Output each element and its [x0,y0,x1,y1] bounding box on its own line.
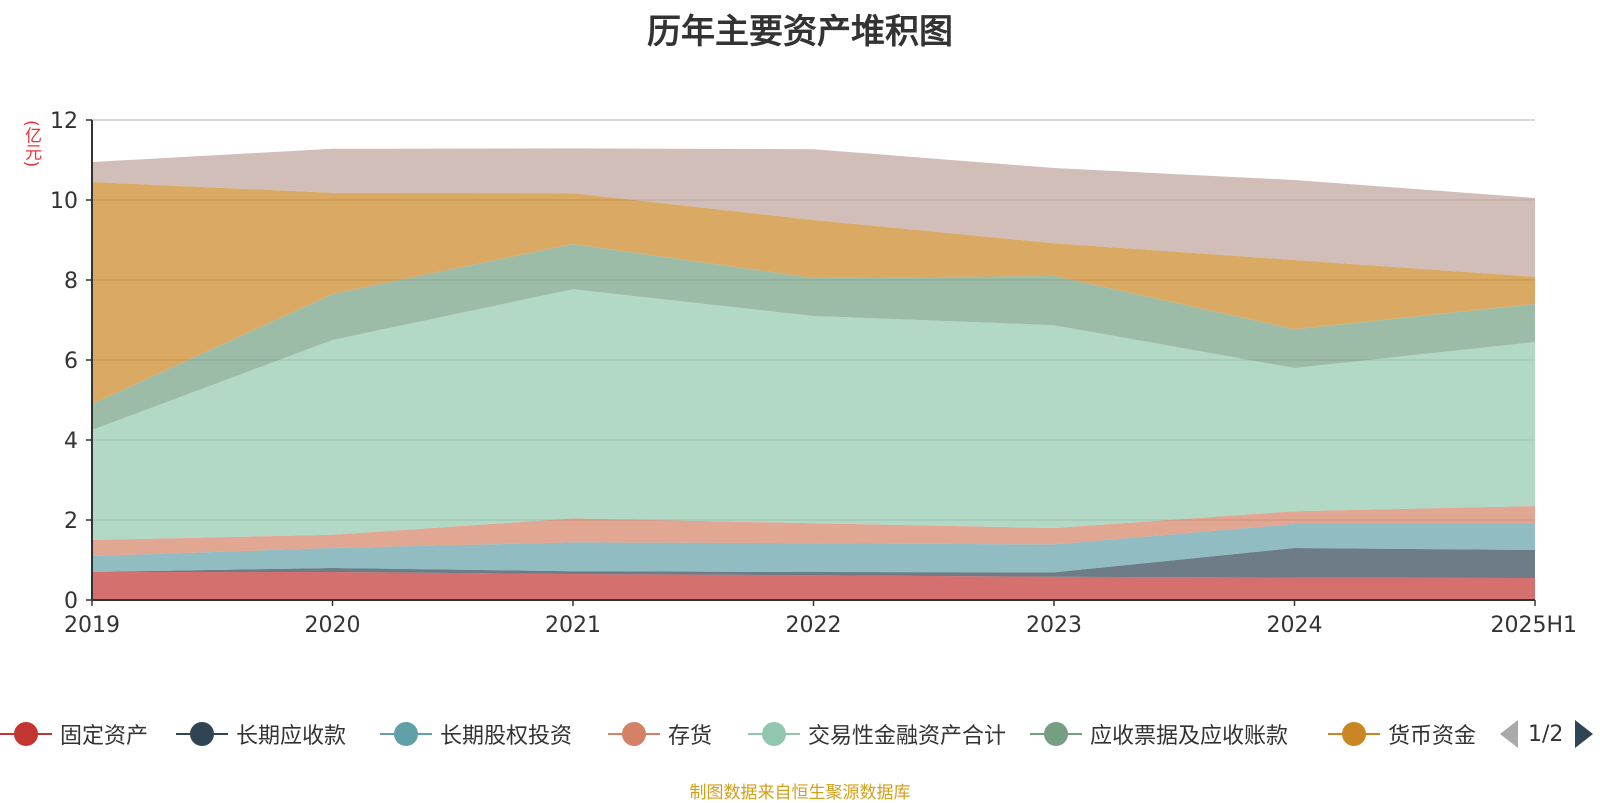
y-tick-label: 0 [64,589,78,614]
legend-prev-page-icon[interactable] [1500,720,1518,748]
legend-marker-icon [608,719,660,749]
legend-label: 交易性金融资产合计 [808,724,1007,749]
legend-item[interactable]: 固定资产 [0,714,148,754]
y-tick-label: 2 [64,509,78,534]
area-series [92,148,1535,600]
legend-marker-icon [176,719,228,749]
legend-item[interactable]: 存货 [608,714,712,754]
legend-marker-icon [380,719,432,749]
area-series-8 [92,148,1535,277]
legend-label: 应收票据及应收账款 [1090,724,1289,749]
legend-marker-icon [0,719,52,749]
legend-label: 固定资产 [60,724,149,749]
legend-marker-icon [748,719,800,749]
y-tick-label: 10 [50,189,78,214]
area-series-2 [92,548,1535,578]
y-tick-label: 8 [64,269,78,294]
chart-title: 历年主要资产堆积图 [647,12,953,52]
legend-label: 货币资金 [1388,724,1477,749]
legend-label: 存货 [668,724,713,749]
area-series-4 [92,506,1535,556]
legend-label: 长期股权投资 [440,724,573,749]
axes: 0 2 4 6 8 10 12 2019 2020 2021 2022 2023 2024 2025H1 [50,109,1577,638]
legend-label: 长期应收款 [236,724,347,749]
stacked-area-chart: 0 2 4 6 8 10 12 2019 2020 2021 2022 2023 2024 2025H1 [50,109,1577,638]
x-tick-label: 2019 [64,613,120,638]
x-tick-label: 2024 [1267,613,1323,638]
x-tick-label: 2022 [786,613,842,638]
y-tick-label: 4 [64,429,78,454]
legend-item[interactable]: 货币资金 [1328,714,1476,754]
legend-item[interactable]: 长期股权投资 [380,714,572,754]
legend-item[interactable]: 应收票据及应收账款 [1030,714,1288,754]
x-tick-label: 2021 [545,613,601,638]
legend-pager: 1/2 [1500,714,1594,754]
area-series-3 [92,524,1535,573]
y-axis-unit: (亿元) [21,120,41,168]
data-source-note: 制图数据来自恒生聚源数据库 [689,783,911,803]
legend-item[interactable]: 交易性金融资产合计 [748,714,1006,754]
area-series-7 [92,182,1535,404]
legend-next-page-icon[interactable] [1575,720,1594,748]
legend-item[interactable]: 长期应收款 [176,714,346,754]
y-tick-label: 6 [64,349,78,374]
y-tick-label: 12 [50,109,78,134]
area-series-5 [92,289,1535,540]
legend: 固定资产 长期应收款 长期股权投资 存货 交易性金融资产合计 应收票据及应收账款 货币资金 … [0,714,1600,754]
area-series-6 [92,244,1535,430]
x-tick-label: 2025H1 [1490,613,1577,638]
area-series-1 [92,572,1535,600]
legend-marker-icon [1030,719,1082,749]
legend-page-indicator: 1/2 [1528,721,1564,747]
legend-marker-icon [1328,719,1380,749]
x-tick-label: 2023 [1026,613,1082,638]
x-tick-label: 2020 [305,613,361,638]
